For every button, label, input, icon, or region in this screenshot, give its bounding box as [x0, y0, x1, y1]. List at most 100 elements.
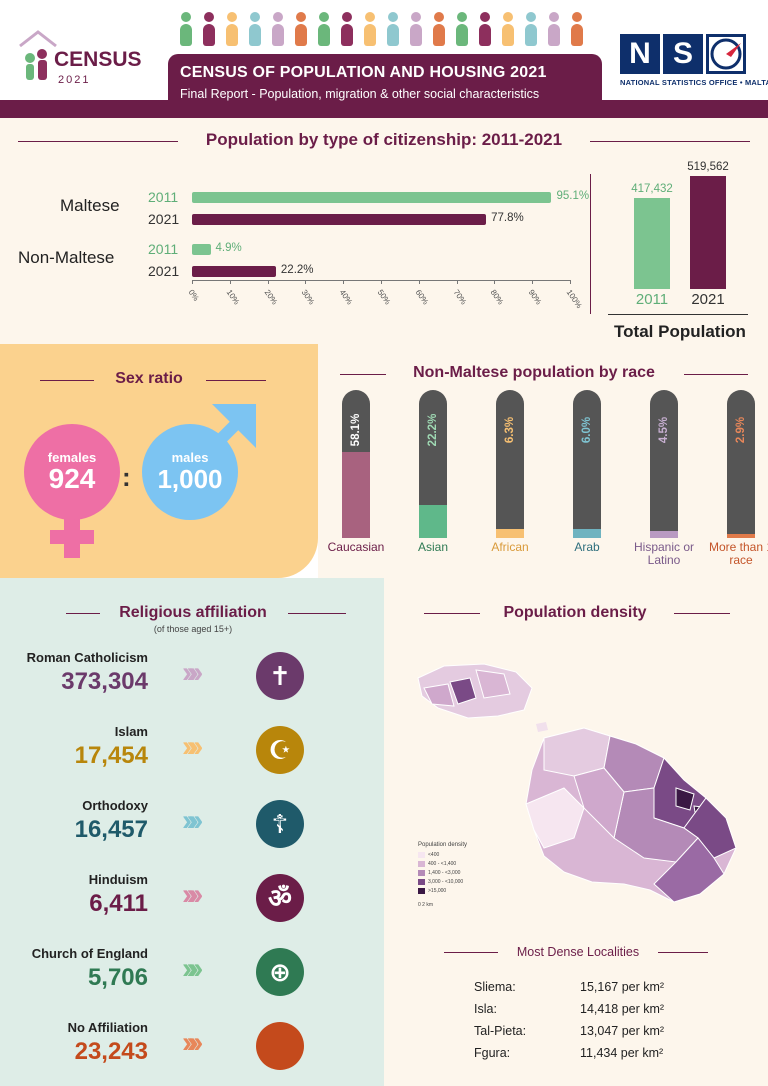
person-figure-head — [480, 12, 490, 22]
census-house-icon — [19, 30, 57, 80]
year-label: 2011 — [148, 189, 179, 205]
person-figure-icon — [272, 12, 284, 46]
person-figure-icon — [295, 12, 307, 46]
person-figure-head — [319, 12, 329, 22]
religion-symbol-icon: ⊕ — [256, 948, 304, 996]
census-logo-year: 2021 — [58, 74, 91, 86]
dense-localities-title: Most Dense Localities — [516, 945, 640, 959]
person-figure-icon — [318, 12, 330, 46]
citizenship-title: Population by type of citizenship: 2011-… — [205, 130, 563, 149]
race-bar-fill — [573, 529, 601, 538]
rule — [674, 613, 730, 614]
x-tick-label: 10% — [224, 288, 241, 307]
person-figure-head — [503, 12, 513, 22]
bar-non-maltese-2011 — [192, 244, 211, 255]
religion-name: Orthodoxy — [82, 798, 148, 813]
malta-density-map — [417, 663, 737, 903]
female-symbol-icon — [50, 514, 94, 558]
race-bar-1 — [419, 390, 447, 538]
total-bar-2011 — [634, 198, 670, 289]
x-tick-mark — [418, 280, 420, 284]
x-tick-label: 60% — [413, 288, 430, 307]
person-figure-icon — [387, 12, 399, 46]
religion-name: Roman Catholicism — [26, 650, 148, 665]
religion-name: Islam — [114, 724, 148, 739]
religion-value: 23,243 — [74, 1038, 148, 1065]
locality-name: Tal-Pieta: — [474, 1024, 527, 1038]
nso-letter-o — [706, 34, 746, 74]
legend-label: 1,400 - <3,000 — [428, 870, 461, 876]
race-bar-fill — [419, 505, 447, 538]
race-bar-value: 2.9% — [735, 416, 747, 444]
chevrons-icon: »» — [182, 804, 204, 837]
race-category-label: More than 1 race — [708, 540, 768, 567]
males-value: 1,000 — [157, 464, 223, 494]
religion-value: 16,457 — [74, 816, 148, 843]
legend-swatch — [418, 879, 425, 885]
legend-swatch — [418, 888, 425, 894]
race-category-label: African — [491, 540, 529, 554]
person-figure-head — [227, 12, 237, 22]
legend-label: <400 — [428, 852, 440, 858]
year-label: 2021 — [148, 263, 180, 279]
x-tick-mark — [229, 280, 231, 284]
religion-value: 5,706 — [87, 964, 148, 991]
total-population-chart: 417,432 2011 519,562 2021 — [600, 118, 768, 344]
report-title: CENSUS OF POPULATION AND HOUSING 2021 — [180, 64, 547, 81]
divider-vertical — [590, 174, 591, 314]
citizenship-bar-chart: Maltese 2011 95.1% 2021 77.8% Non-Maltese 2011… — [0, 118, 590, 344]
citizenship-section: Population by type of citizenship: 2011-… — [0, 118, 768, 344]
bar-value-label: 77.8% — [491, 212, 524, 224]
title-rule-right — [590, 141, 750, 142]
religion-name: Hinduism — [88, 872, 148, 887]
religion-panel: Religious affiliation (of those aged 15+… — [0, 578, 384, 1086]
legend-swatch — [418, 861, 425, 867]
chevrons-icon: »» — [182, 656, 204, 689]
x-tick-label: 100% — [564, 288, 584, 310]
chevrons-icon: »» — [182, 952, 204, 985]
map-scale-label: 0 2 km — [418, 902, 434, 908]
x-tick-mark — [343, 280, 345, 284]
total-bar-year: 2021 — [691, 291, 725, 308]
person-figure-icon — [502, 12, 514, 46]
person-figure-head — [204, 12, 214, 22]
race-bar-value: 22.2% — [427, 413, 439, 447]
person-figure-head — [457, 12, 467, 22]
x-tick-mark — [192, 280, 193, 284]
chevrons-icon: »» — [182, 730, 204, 763]
race-bar-value: 6.3% — [504, 416, 516, 444]
x-tick-mark — [267, 280, 269, 284]
males-label: males — [171, 450, 209, 465]
person-figure-head — [388, 12, 398, 22]
person-figure-icon — [571, 12, 583, 46]
x-tick-label: 20% — [262, 288, 279, 307]
x-tick-mark — [381, 280, 382, 284]
person-figure-icon — [433, 12, 445, 46]
category-label-0: Maltese — [60, 196, 120, 215]
race-bar-value: 6.0% — [581, 416, 593, 444]
x-tick-label: 0% — [186, 288, 201, 303]
category-label-1: Non-Maltese — [18, 248, 115, 267]
total-bar-year: 2011 — [635, 291, 669, 308]
religion-value: 17,454 — [74, 742, 148, 769]
males-circle: males 1,000 — [142, 424, 238, 520]
race-category-label: Hispanic or Latino — [633, 540, 695, 567]
locality-density: 15,167 per km² — [580, 980, 665, 994]
rule — [40, 380, 94, 381]
person-figure-head — [411, 12, 421, 22]
sex-ratio-title: Sex ratio — [115, 370, 183, 387]
census-logo: CENSUS 2021 — [18, 28, 158, 88]
density-title: Population density — [503, 604, 647, 621]
total-bar-value: 417,432 — [631, 183, 673, 196]
race-bar-value: 4.5% — [658, 416, 670, 444]
religion-name: No Affiliation — [67, 1020, 148, 1035]
race-bar-2 — [496, 390, 524, 538]
x-tick-mark — [570, 280, 571, 284]
locality-name: Fgura: — [474, 1046, 511, 1060]
legend-label: 3,000 - <10,000 — [428, 879, 464, 885]
person-figure-head — [549, 12, 559, 22]
race-panel: Non-Maltese population by race 58.1% Cauc… — [318, 344, 768, 578]
bar-value-label: 95.1% — [556, 190, 590, 202]
x-tick-mark — [532, 280, 534, 284]
legend-swatch — [418, 870, 425, 876]
